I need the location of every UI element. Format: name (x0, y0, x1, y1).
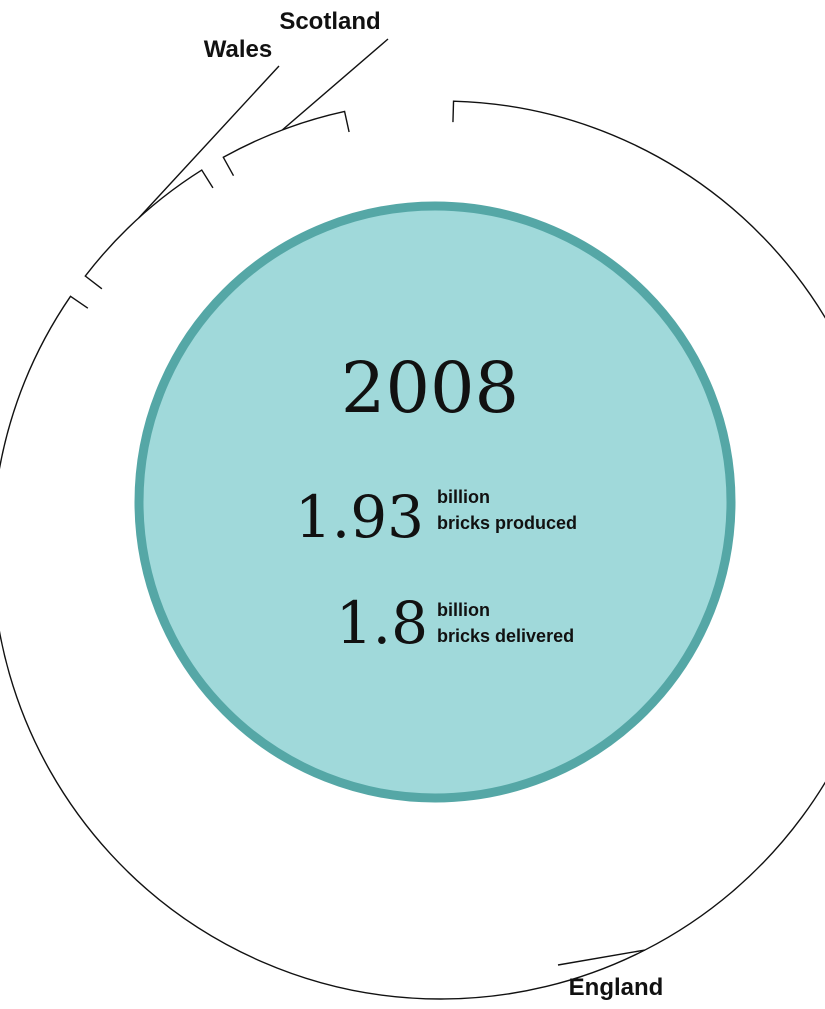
ring-segment-wales (84, 169, 214, 290)
summary-circle (134, 201, 736, 803)
leader-line-scotland (281, 38, 389, 131)
stat-produced-value: 1.93 (295, 483, 424, 551)
stat-delivered-description: bricks delivered (437, 626, 574, 646)
stat-delivered-unit: billion (437, 600, 490, 620)
region-label-wales: Wales (204, 36, 272, 63)
leader-line-england (557, 949, 645, 966)
region-label-scotland: Scotland (279, 8, 380, 35)
ring-segment-scotland (222, 110, 350, 177)
region-leaders (138, 38, 645, 966)
region-label-england: England (569, 974, 664, 1001)
leader-line-wales (138, 65, 280, 219)
stat-delivered-value: 1.8 (336, 589, 428, 657)
stat-produced-unit: billion (437, 487, 490, 507)
stat-produced-description: bricks produced (437, 513, 577, 533)
year-title: 2008 (341, 347, 519, 429)
